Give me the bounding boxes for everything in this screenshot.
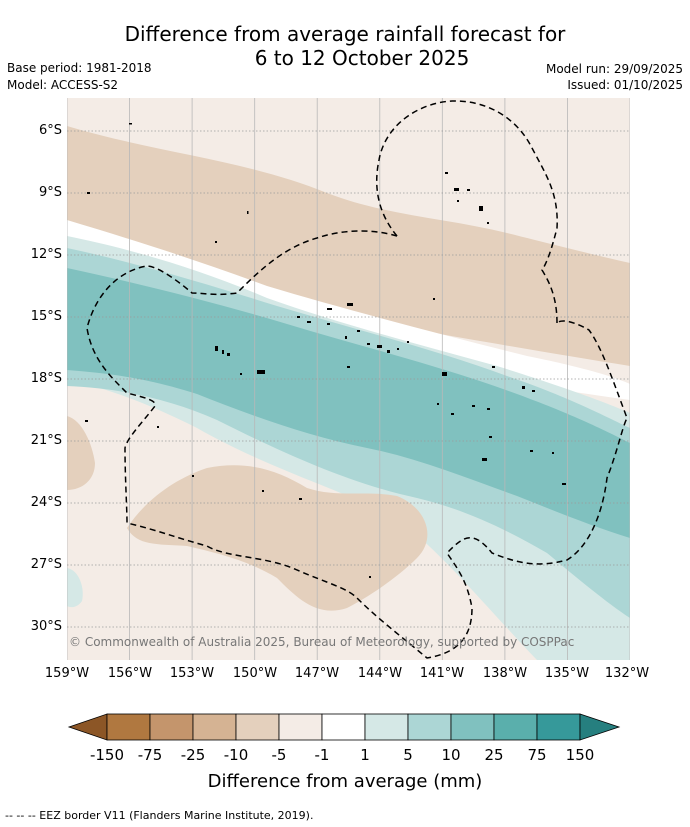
lon-label-138w: 138°W xyxy=(482,666,528,681)
wet-band-10to25 xyxy=(67,268,630,538)
eez-french-polynesia xyxy=(86,230,628,659)
lat-label-21s: 21°S xyxy=(30,433,62,448)
colorbar-bin-4 xyxy=(235,713,280,741)
colorbar-tick: -5 xyxy=(271,746,287,764)
lon-label-153w: 153°W xyxy=(169,666,215,681)
colorbar-tick: -25 xyxy=(180,746,206,764)
colorbar-bin-7 xyxy=(364,713,409,741)
colorbar-bin-1 xyxy=(106,713,151,741)
lon-label-150w: 150°W xyxy=(232,666,278,681)
lat-label-24s: 24°S xyxy=(30,495,62,510)
lon-label-135w: 135°W xyxy=(544,666,590,681)
lat-label-15s: 15°S xyxy=(30,309,62,324)
lat-label-6s: 6°S xyxy=(38,123,62,138)
colorbar-tick: -10 xyxy=(223,746,249,764)
copyright-credit: © Commonwealth of Australia 2025, Bureau… xyxy=(69,635,574,649)
eez-borders xyxy=(86,100,628,659)
lat-label-9s: 9°S xyxy=(38,185,62,200)
colorbar-bin-5 xyxy=(278,713,323,741)
colorbar-tick: -150 xyxy=(89,746,125,764)
colorbar-bin-8 xyxy=(407,713,452,741)
eez-legend: -- -- -- EEZ border V11 (Flanders Marine… xyxy=(5,809,314,822)
wet-patch-southwest xyxy=(67,568,83,608)
lon-label-156w: 156°W xyxy=(107,666,153,681)
colorbar-tick: 150 xyxy=(565,746,595,764)
map-title-line1: Difference from average rainfall forecas… xyxy=(124,22,566,46)
colorbar-bin-3 xyxy=(192,713,237,741)
colorbar-bin-9 xyxy=(450,713,495,741)
model-name: Model: ACCESS-S2 xyxy=(7,78,119,92)
dry-band-north xyxy=(67,126,630,366)
lon-label-141w: 141°W xyxy=(419,666,465,681)
map-title-line2: 6 to 12 October 2025 xyxy=(254,46,470,70)
dry-patch-south-central xyxy=(127,465,428,611)
rainfall-anomaly-map: © Commonwealth of Australia 2025, Bureau… xyxy=(67,98,630,660)
colorbar-tick: 5 xyxy=(403,746,413,764)
colorbar xyxy=(67,713,621,741)
colorbar-bin-10 xyxy=(493,713,538,741)
colorbar-tick: -1 xyxy=(314,746,330,764)
issued-date: Issued: 01/10/2025 xyxy=(567,78,683,92)
parallels xyxy=(67,130,630,628)
colorbar-tick: 10 xyxy=(441,746,461,764)
model-run-date: Model run: 29/09/2025 xyxy=(545,62,683,76)
lon-label-132w: 132°W xyxy=(604,666,650,681)
colorbar-tick: 25 xyxy=(484,746,504,764)
lat-label-18s: 18°S xyxy=(30,371,62,386)
lon-label-159w: 159°W xyxy=(44,666,90,681)
lon-label-144w: 144°W xyxy=(357,666,403,681)
islands xyxy=(85,123,566,578)
colorbar-bin-2 xyxy=(149,713,194,741)
colorbar-label: Difference from average (mm) xyxy=(207,771,483,792)
colorbar-tick: -75 xyxy=(137,746,163,764)
dry-patch-west xyxy=(67,416,95,490)
lon-label-147w: 147°W xyxy=(294,666,340,681)
colorbar-extend-max xyxy=(579,713,621,741)
lat-label-12s: 12°S xyxy=(30,247,62,262)
colorbar-bin-6 xyxy=(321,713,366,741)
colorbar-tick: 75 xyxy=(527,746,547,764)
colorbar-extend-min xyxy=(67,713,108,741)
eez-marquesas xyxy=(375,100,558,324)
lat-label-30s: 30°S xyxy=(30,619,62,634)
base-period: Base period: 1981-2018 xyxy=(7,61,152,75)
colorbar-bin-11 xyxy=(536,713,581,741)
neutral-band-white xyxy=(67,220,630,400)
colorbar-tick: 1 xyxy=(360,746,370,764)
lat-label-27s: 27°S xyxy=(30,557,62,572)
